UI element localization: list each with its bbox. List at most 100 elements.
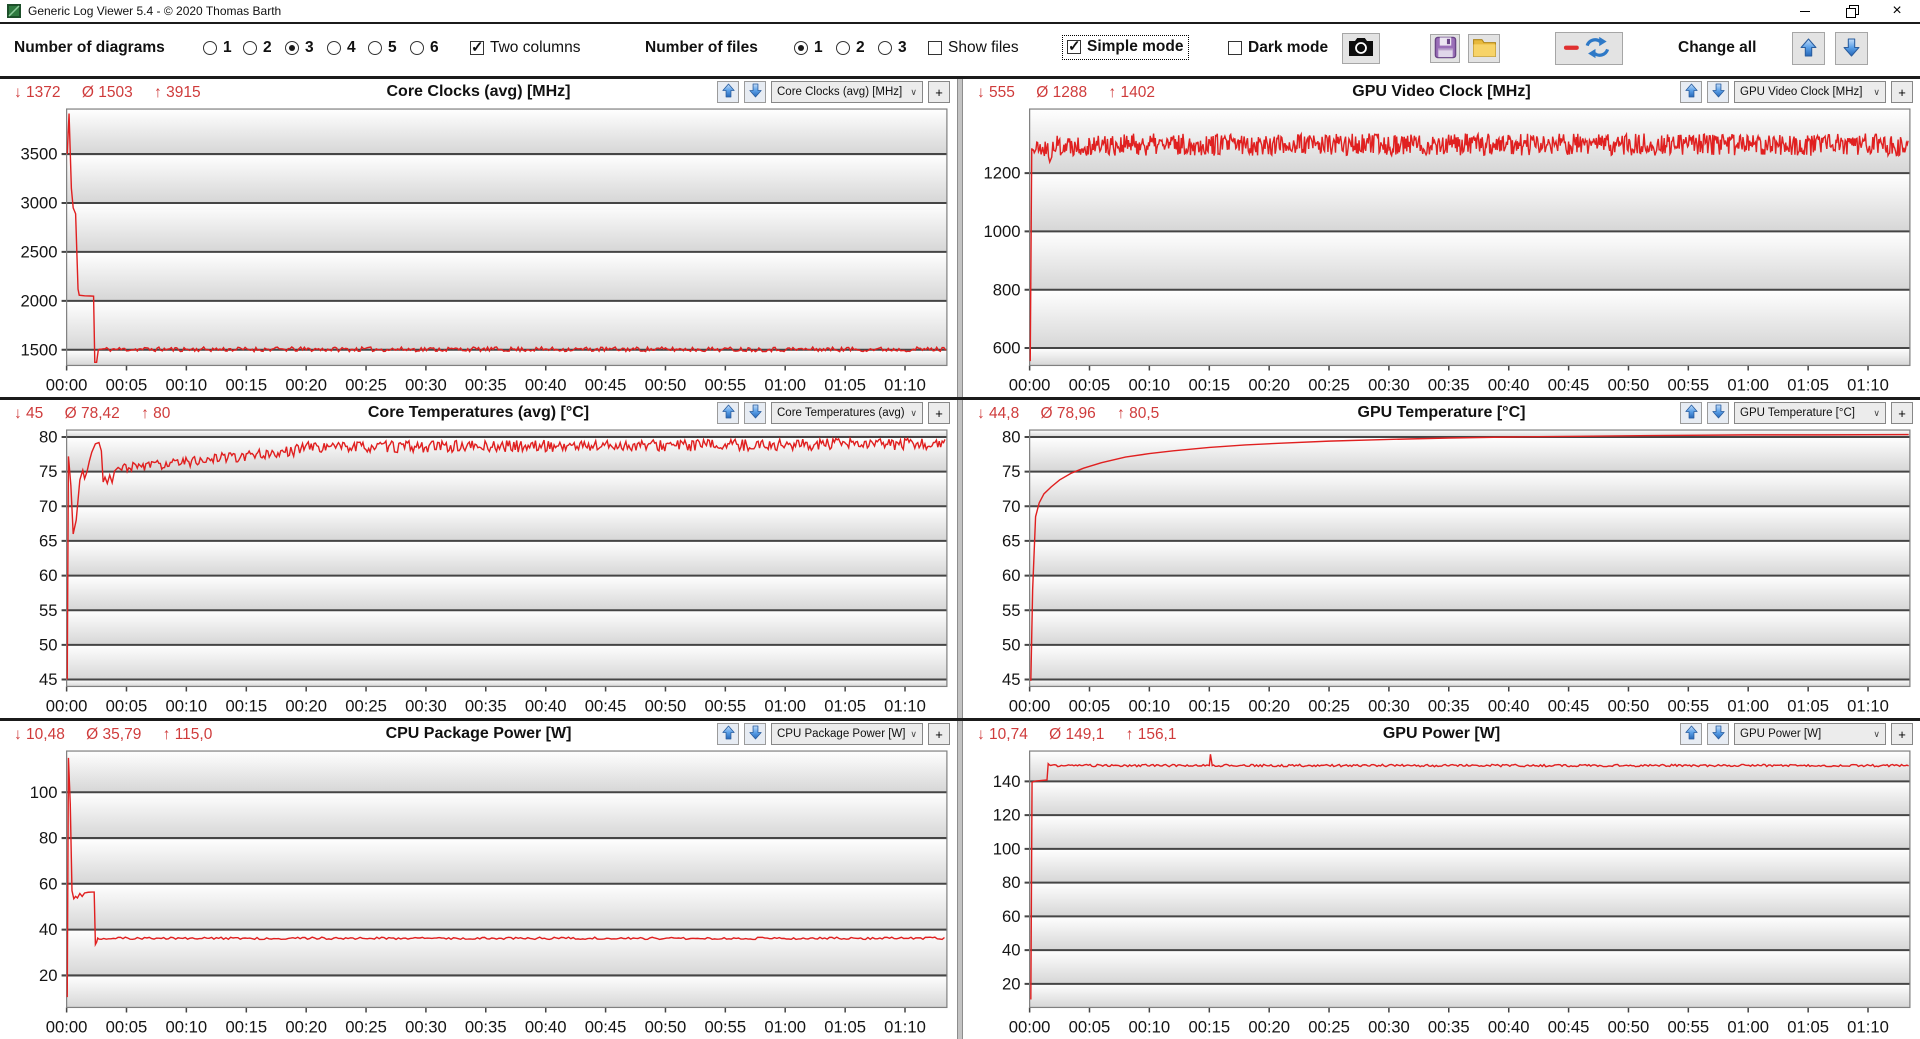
stat-avg: Ø 78,96 <box>1040 405 1096 422</box>
metric-dropdown[interactable]: GPU Power [W] ∨ <box>1734 723 1886 745</box>
svg-text:55: 55 <box>39 601 58 620</box>
svg-text:00:25: 00:25 <box>345 376 387 395</box>
add-metric-button[interactable]: + <box>928 402 950 424</box>
move-chart-up-button[interactable] <box>1680 81 1702 103</box>
change-all-label: Change all <box>1678 39 1757 56</box>
svg-text:00:00: 00:00 <box>1009 1018 1051 1037</box>
add-metric-button[interactable]: + <box>1891 81 1913 103</box>
move-chart-down-button[interactable] <box>744 402 766 424</box>
open-folder-button[interactable] <box>1468 34 1500 63</box>
arrow-up-icon <box>1684 725 1698 743</box>
svg-text:20: 20 <box>1002 974 1021 993</box>
window-title: Generic Log Viewer 5.4 - © 2020 Thomas B… <box>28 4 282 18</box>
restore-button[interactable] <box>1828 0 1874 22</box>
move-chart-down-button[interactable] <box>1707 402 1729 424</box>
move-chart-up-button[interactable] <box>717 81 739 103</box>
chart-row-2: ↓ 45 Ø 78,42 ↑ 80 Core Temperatures (avg… <box>0 397 1920 718</box>
stat-min: ↓ 44,8 <box>977 405 1020 422</box>
stat-max: ↑ 80,5 <box>1117 405 1160 422</box>
two-columns-checkbox[interactable]: Two columns <box>470 38 580 57</box>
screenshot-button[interactable] <box>1342 33 1380 64</box>
svg-text:00:55: 00:55 <box>1667 376 1709 395</box>
move-chart-up-button[interactable] <box>1680 723 1702 745</box>
metric-dropdown[interactable]: Core Temperatures (avg) [°C] ∨ <box>771 402 923 424</box>
stat-min: ↓ 45 <box>14 405 44 422</box>
close-button[interactable]: × <box>1874 0 1920 22</box>
svg-text:00:30: 00:30 <box>1368 697 1410 716</box>
move-chart-up-button[interactable] <box>717 723 739 745</box>
svg-text:60: 60 <box>39 566 58 585</box>
move-chart-up-button[interactable] <box>1680 402 1702 424</box>
svg-text:00:15: 00:15 <box>225 376 267 395</box>
minimize-button[interactable] <box>1782 0 1828 22</box>
add-metric-button[interactable]: + <box>1891 723 1913 745</box>
metric-dropdown[interactable]: Core Clocks (avg) [MHz] ∨ <box>771 81 923 103</box>
svg-text:1000: 1000 <box>984 222 1021 241</box>
svg-text:00:35: 00:35 <box>465 376 507 395</box>
radio-diagrams-4[interactable]: 4 <box>327 39 356 57</box>
radio-diagrams-6[interactable]: 6 <box>410 39 439 57</box>
svg-text:00:45: 00:45 <box>1548 697 1590 716</box>
svg-text:75: 75 <box>39 462 58 481</box>
svg-text:00:40: 00:40 <box>1488 1018 1530 1037</box>
metric-dropdown-value: GPU Video Clock [MHz] <box>1740 86 1863 98</box>
svg-text:45: 45 <box>39 670 58 689</box>
chart-plot: 20 40 60 80 100 00:00 00:05 00:10 00:15 00:20 00:2… <box>0 747 957 1039</box>
metric-dropdown-value: Core Temperatures (avg) [°C] <box>777 407 907 419</box>
radio-diagrams-2[interactable]: 2 <box>243 39 272 57</box>
add-metric-button[interactable]: + <box>928 723 950 745</box>
svg-text:00:15: 00:15 <box>1188 376 1230 395</box>
radio-diagrams-5[interactable]: 5 <box>368 39 397 57</box>
svg-text:60: 60 <box>1002 907 1021 926</box>
svg-text:01:00: 01:00 <box>764 697 806 716</box>
svg-text:00:50: 00:50 <box>1608 1018 1650 1037</box>
svg-text:00:15: 00:15 <box>1188 1018 1230 1037</box>
change-all-up-button[interactable] <box>1792 32 1825 65</box>
move-chart-down-button[interactable] <box>744 81 766 103</box>
svg-text:65: 65 <box>1002 531 1021 550</box>
chart-header: ↓ 555 Ø 1288 ↑ 1402 GPU Video Clock [MHz… <box>963 79 1920 105</box>
svg-text:55: 55 <box>1002 601 1021 620</box>
svg-text:120: 120 <box>993 806 1021 825</box>
add-metric-button[interactable]: + <box>928 81 950 103</box>
move-chart-up-button[interactable] <box>717 402 739 424</box>
radio-files-2[interactable]: 2 <box>836 39 865 57</box>
move-chart-down-button[interactable] <box>744 723 766 745</box>
svg-text:00:55: 00:55 <box>1667 697 1709 716</box>
svg-text:20: 20 <box>39 966 58 985</box>
arrow-down-icon <box>1711 404 1725 422</box>
move-chart-down-button[interactable] <box>1707 723 1729 745</box>
stat-max: ↑ 1402 <box>1108 84 1155 101</box>
move-chart-down-button[interactable] <box>1707 81 1729 103</box>
svg-text:1200: 1200 <box>984 164 1021 183</box>
stat-max: ↑ 115,0 <box>162 726 213 743</box>
svg-text:00:45: 00:45 <box>585 376 627 395</box>
show-files-checkbox[interactable]: Show files <box>928 39 1019 57</box>
arrow-up-icon <box>721 83 735 101</box>
svg-text:01:00: 01:00 <box>1727 376 1769 395</box>
svg-text:00:50: 00:50 <box>1608 376 1650 395</box>
chart-plot: 600 800 1000 1200 00:00 00:05 00:10 00:15 00:20 0… <box>963 105 1920 397</box>
radio-files-3[interactable]: 3 <box>878 39 907 57</box>
stat-min: ↓ 10,74 <box>977 726 1028 743</box>
svg-text:00:40: 00:40 <box>525 376 567 395</box>
chart-panel: ↓ 10,48 Ø 35,79 ↑ 115,0 CPU Package Powe… <box>0 721 957 1039</box>
change-all-down-button[interactable] <box>1835 32 1868 65</box>
radio-diagrams-1[interactable]: 1 <box>203 39 232 57</box>
svg-text:01:05: 01:05 <box>824 376 866 395</box>
svg-text:01:05: 01:05 <box>1787 376 1829 395</box>
simple-mode-checkbox[interactable]: Simple mode <box>1062 35 1190 60</box>
metric-dropdown[interactable]: GPU Video Clock [MHz] ∨ <box>1734 81 1886 103</box>
svg-text:3000: 3000 <box>21 194 58 213</box>
metric-dropdown[interactable]: GPU Temperature [°C] ∨ <box>1734 402 1886 424</box>
radio-diagrams-3[interactable]: 3 <box>285 39 314 57</box>
radio-files-1[interactable]: 1 <box>794 39 823 57</box>
metric-dropdown[interactable]: CPU Package Power [W] ∨ <box>771 723 923 745</box>
dark-mode-checkbox[interactable]: Dark mode <box>1228 39 1328 57</box>
line-style-refresh-button[interactable] <box>1555 32 1623 65</box>
svg-text:00:35: 00:35 <box>1428 1018 1470 1037</box>
svg-text:01:00: 01:00 <box>1727 697 1769 716</box>
save-button[interactable] <box>1430 34 1460 63</box>
svg-text:00:35: 00:35 <box>1428 376 1470 395</box>
add-metric-button[interactable]: + <box>1891 402 1913 424</box>
